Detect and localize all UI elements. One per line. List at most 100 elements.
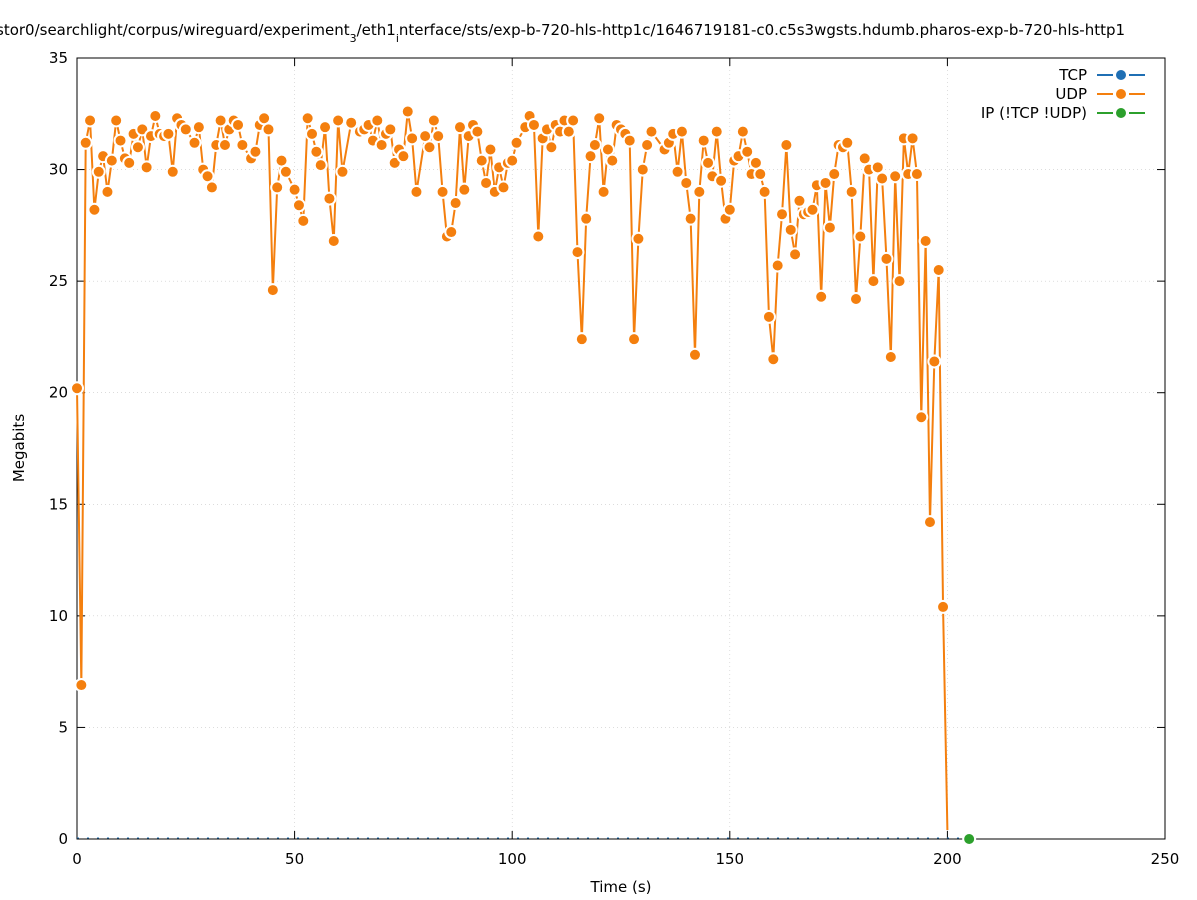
series-udp-point-144	[735, 124, 750, 139]
series-udp-point-4	[87, 202, 102, 217]
series-udp-point-151	[766, 352, 781, 367]
series-udp-point-78	[435, 184, 450, 199]
series-udp-point-67	[383, 122, 398, 137]
x-tick-label-0: 0	[72, 850, 82, 868]
axis-ticks	[76, 57, 1166, 840]
series-udp-point-3	[83, 113, 98, 128]
series-udp-point-10	[113, 133, 128, 148]
series-udp-point-102	[544, 140, 559, 155]
series-udp-point-2	[78, 135, 93, 150]
series-udp-point-49	[296, 213, 311, 228]
title-subscript-1: 3	[350, 32, 357, 45]
series-udp-point-12	[122, 155, 137, 170]
series-udp-point-73	[409, 184, 424, 199]
series-udp-point-187	[922, 515, 937, 530]
title-part-3: nterface/sts/exp-b-720-hls-http1c/164671…	[399, 21, 1125, 39]
series-udp-point-133	[687, 347, 702, 362]
series-udp-point-26	[187, 135, 202, 150]
series-udp-point-27	[191, 120, 206, 135]
series-udp-point-75	[422, 140, 437, 155]
series-udp-point-1	[74, 678, 89, 693]
series-udp-point-30	[204, 180, 219, 195]
series-udp-point-136	[701, 155, 716, 170]
y-tick-label-3: 15	[49, 495, 68, 513]
series-udp-point-190	[936, 599, 951, 614]
series-udp-point-185	[914, 410, 929, 425]
title-part-2: /eth1	[357, 21, 396, 39]
series-udp-point-50	[300, 111, 315, 126]
series-udp-point-81	[448, 196, 463, 211]
series-udp-point-42	[261, 122, 276, 137]
legend-label-tcp: TCP	[1058, 66, 1087, 84]
series-udp-point-32	[213, 113, 228, 128]
series-udp-point-52	[309, 144, 324, 159]
series-udp-point-21	[161, 126, 176, 141]
series-udp-point-43	[265, 283, 280, 298]
series-udp-point-164	[822, 220, 837, 235]
series-udp-point-148	[753, 167, 768, 182]
series-udp-point-95	[509, 135, 524, 150]
legend-swatch-udp-marker	[1114, 87, 1128, 101]
series-udp-point-109	[574, 332, 589, 347]
series-udp-point-174	[866, 274, 881, 289]
series-udp-point-110	[579, 211, 594, 226]
series-udp-point-162	[814, 289, 829, 304]
series-udp-point-116	[605, 153, 620, 168]
series-udp-point-112	[587, 138, 602, 153]
series-udp-point-149	[757, 184, 772, 199]
series-udp-point-16	[139, 160, 154, 175]
series-udp-point-76	[426, 113, 441, 128]
series-udp-point-37	[235, 138, 250, 153]
series-udp-point-53	[313, 158, 328, 173]
series-udp-point-145	[740, 144, 755, 159]
x-axis-label: Time (s)	[590, 878, 652, 896]
series-udp-point-165	[827, 167, 842, 182]
series-udp-point-141	[722, 202, 737, 217]
series-udp-point-132	[683, 211, 698, 226]
series-udp-point-89	[483, 142, 498, 157]
series-udp-point-46	[278, 164, 293, 179]
series-udp-point-113	[592, 111, 607, 126]
series-udp-point-152	[770, 258, 785, 273]
series-udp-point-33	[217, 138, 232, 153]
series-layer	[70, 104, 977, 846]
series-udp-point-131	[679, 175, 694, 190]
series-udp-point-135	[696, 133, 711, 148]
series-udp-point-179	[888, 169, 903, 184]
series-udp-point-25	[178, 122, 193, 137]
series-udp-point-7	[100, 184, 115, 199]
title-part-1: stor0/searchlight/corpus/wireguard/exper…	[0, 21, 350, 39]
series-udp-point-170	[849, 291, 864, 306]
series-udp-point-189	[931, 262, 946, 277]
title-subscript-2: i	[396, 32, 399, 45]
y-tick-label-6: 30	[49, 161, 68, 179]
x-tick-label-4: 200	[933, 850, 962, 868]
series-udp-point-107	[566, 113, 581, 128]
series-udp-point-108	[570, 245, 585, 260]
series-udp-point-98	[526, 117, 541, 132]
series-udp-point-177	[879, 251, 894, 266]
series-udp-point-5	[91, 164, 106, 179]
series-udp-point-176	[875, 171, 890, 186]
series-udp-point-22	[165, 164, 180, 179]
series-udp-point-138	[709, 124, 724, 139]
series-udp-point-157	[792, 193, 807, 208]
x-tick-label-5: 250	[1151, 850, 1180, 868]
series-udp-point-180	[892, 274, 907, 289]
series-udp-point-186	[918, 233, 933, 248]
series-udp-point-134	[692, 184, 707, 199]
y-tick-label-2: 10	[49, 607, 68, 625]
series-udp-point-72	[405, 131, 420, 146]
series-udp-point-9	[109, 113, 124, 128]
series-udp-point-8	[104, 153, 119, 168]
series-udp-point-120	[622, 133, 637, 148]
legend-swatches	[1097, 68, 1145, 120]
legend-swatch-ip-marker	[1114, 106, 1128, 120]
plot-frame	[76, 57, 1166, 840]
series-udp-point-130	[674, 124, 689, 139]
x-tick-labels: 0 50 100 150 200 250	[72, 850, 1179, 868]
series-ip-point-0	[962, 832, 977, 846]
series-udp-point-54	[318, 120, 333, 135]
series-udp-point-171	[853, 229, 868, 244]
